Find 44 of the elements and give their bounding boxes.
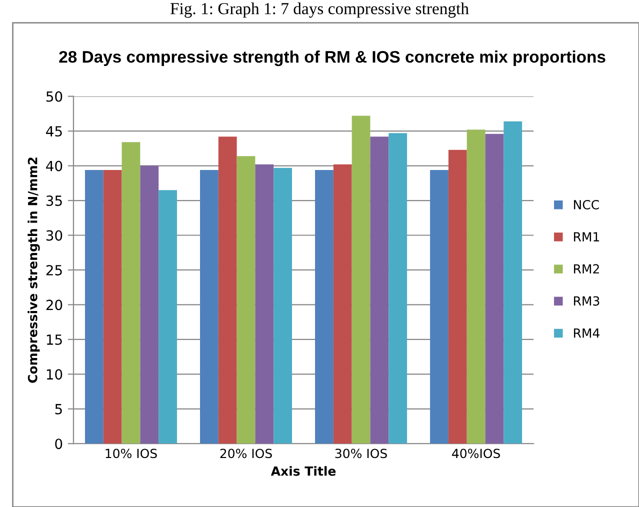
legend-label: RM1 bbox=[574, 232, 600, 242]
bar bbox=[504, 121, 522, 444]
y-tick-label: 50 bbox=[46, 91, 62, 102]
y-tick-label: 25 bbox=[46, 264, 62, 276]
legend-label: RM3 bbox=[574, 296, 600, 306]
bar bbox=[255, 164, 274, 444]
bar bbox=[140, 166, 159, 444]
bar bbox=[315, 170, 334, 444]
y-tick-label: 30 bbox=[46, 230, 62, 241]
legend-label: RM4 bbox=[574, 328, 600, 338]
bar bbox=[352, 116, 370, 444]
bar bbox=[236, 156, 256, 444]
legend-label: RM2 bbox=[574, 264, 599, 274]
y-tick-label: 10 bbox=[46, 369, 62, 380]
y-tick-label: 35 bbox=[46, 195, 62, 206]
bar bbox=[158, 190, 178, 444]
bar bbox=[430, 170, 448, 444]
bar bbox=[274, 168, 292, 444]
bar bbox=[84, 170, 104, 444]
bar bbox=[333, 164, 352, 444]
x-axis-title: Axis Title bbox=[270, 466, 336, 476]
x-tick-label: 10% IOS bbox=[106, 448, 157, 458]
y-axis-title: Compressive strength in N/mm2 bbox=[28, 158, 40, 383]
y-tick-label: 5 bbox=[55, 404, 62, 414]
bar bbox=[218, 136, 237, 444]
x-tick-label: 30% IOS bbox=[335, 448, 387, 458]
x-tick-label: 20% IOS bbox=[220, 448, 272, 458]
bar bbox=[122, 142, 140, 444]
chart-title: 28 Days compressive strength of RM & IOS concrete mix proportions bbox=[59, 50, 606, 66]
y-tick-label: 20 bbox=[46, 300, 62, 310]
y-tick-label: 45 bbox=[46, 126, 62, 137]
bar bbox=[388, 133, 408, 444]
bar bbox=[200, 170, 218, 444]
y-tick-label: 0 bbox=[55, 438, 62, 450]
bar bbox=[448, 150, 467, 444]
bar bbox=[103, 170, 122, 444]
y-tick-label: 15 bbox=[46, 334, 62, 345]
caption: Fig. 1: Graph 1: 7 days compressive strength bbox=[170, 2, 469, 18]
y-tick-label: 40 bbox=[46, 160, 62, 172]
bar bbox=[485, 134, 504, 444]
bar bbox=[466, 130, 486, 444]
x-tick-label: 40%IOS bbox=[452, 448, 500, 458]
legend-label: NCC bbox=[574, 200, 599, 210]
bar bbox=[370, 136, 389, 444]
